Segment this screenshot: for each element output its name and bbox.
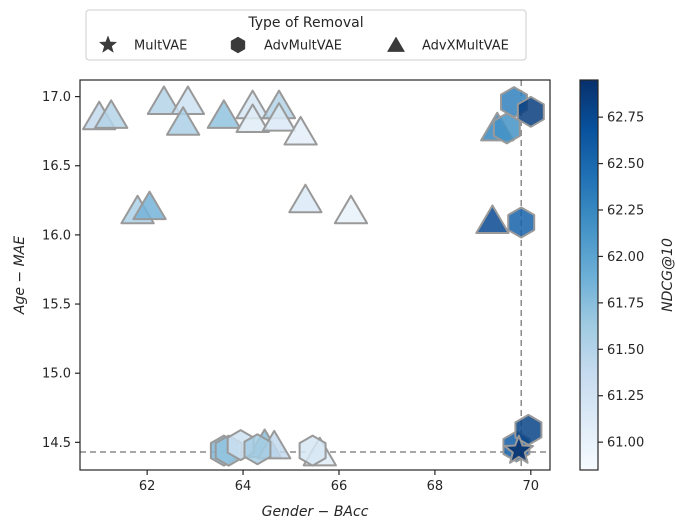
plot-frame bbox=[79, 79, 551, 471]
y-tick-label-4: 16.5 bbox=[42, 159, 71, 174]
colorbar-tick-label-5: 62.25 bbox=[607, 204, 644, 219]
point-advxmultvae-13 bbox=[288, 183, 323, 214]
colorbar-tick-label-7: 62.75 bbox=[607, 111, 644, 126]
point-advxmultvae-10 bbox=[283, 115, 318, 146]
colorbar-tick-label-6: 62.50 bbox=[607, 157, 644, 172]
legend-hexagon-icon bbox=[230, 36, 246, 54]
point-advxmultvae-14 bbox=[333, 194, 369, 225]
colorbar-tick-label-4: 62.00 bbox=[607, 250, 644, 265]
point-advxmultvae-1 bbox=[94, 99, 129, 129]
colorbar: 61.00 61.25 61.50 61.75 62.00 62.25 62.50 62.75 bbox=[579, 79, 644, 471]
colorbar-tick-label-2: 61.50 bbox=[607, 343, 644, 358]
point-advxmultvae-7 bbox=[235, 103, 270, 134]
x-axis-ticks: 62 64 66 68 70 bbox=[139, 470, 539, 494]
x-tick-label-4: 70 bbox=[523, 479, 540, 494]
point-multvae-0 bbox=[503, 434, 535, 464]
legend-label-1: AdvMultVAE bbox=[264, 39, 342, 54]
point-advxmultvae-18 bbox=[475, 204, 510, 234]
y-axis-label: Age − MAE bbox=[12, 236, 28, 315]
x-tick-label-3: 68 bbox=[427, 479, 444, 494]
legend: Type of Removal MultVAE AdvMultVAE AdvXMul… bbox=[85, 9, 527, 61]
legend-entries: MultVAE AdvMultVAE AdvXMultVAE bbox=[98, 35, 509, 54]
legend-triangle-icon bbox=[387, 36, 405, 52]
point-advmultvae-9 bbox=[492, 112, 521, 145]
colorbar-ticks: 61.00 61.25 61.50 61.75 62.00 62.25 62.50 62.75 bbox=[598, 111, 644, 451]
legend-label-2: AdvXMultVAE bbox=[422, 39, 509, 54]
legend-title: Type of Removal bbox=[247, 15, 363, 31]
legend-label-0: MultVAE bbox=[134, 39, 187, 54]
point-advmultvae-4 bbox=[298, 434, 327, 467]
x-axis-label: Gender − BAcc bbox=[262, 504, 369, 519]
legend-star-icon bbox=[98, 35, 118, 53]
x-tick-label-1: 64 bbox=[235, 479, 252, 494]
point-advxmultvae-4 bbox=[165, 106, 201, 136]
y-tick-label-3: 16.0 bbox=[42, 228, 71, 243]
x-tick-label-0: 62 bbox=[139, 479, 156, 494]
point-advxmultvae-2 bbox=[146, 85, 182, 116]
colorbar-tick-label-3: 61.75 bbox=[607, 296, 644, 311]
point-advmultvae-10 bbox=[507, 206, 536, 239]
data-points bbox=[82, 85, 545, 467]
plot-background bbox=[80, 80, 550, 470]
y-tick-label-2: 15.5 bbox=[42, 298, 71, 313]
point-advxmultvae-5 bbox=[206, 99, 242, 129]
y-tick-label-5: 17.0 bbox=[42, 90, 71, 105]
y-axis-ticks: 14.5 15.0 15.5 16.0 16.5 17.0 bbox=[42, 90, 80, 451]
colorbar-tick-label-1: 61.25 bbox=[607, 389, 644, 404]
legend-frame bbox=[85, 9, 527, 61]
colorbar-label: NDCG@10 bbox=[660, 238, 676, 312]
point-advxmultvae-12 bbox=[132, 190, 167, 221]
colorbar-tick-label-0: 61.00 bbox=[607, 436, 644, 451]
point-advmultvae-3 bbox=[243, 433, 272, 466]
plot-area: 62 64 66 68 70 14.5 15.0 15.5 16.0 16.5 17.0 bbox=[42, 79, 551, 494]
colorbar-gradient bbox=[579, 79, 599, 471]
point-advmultvae-8 bbox=[516, 95, 545, 128]
x-tick-label-2: 66 bbox=[331, 479, 348, 494]
y-tick-label-1: 15.0 bbox=[42, 367, 71, 382]
point-advxmultvae-9 bbox=[261, 102, 297, 132]
y-tick-label-0: 14.5 bbox=[42, 436, 71, 451]
